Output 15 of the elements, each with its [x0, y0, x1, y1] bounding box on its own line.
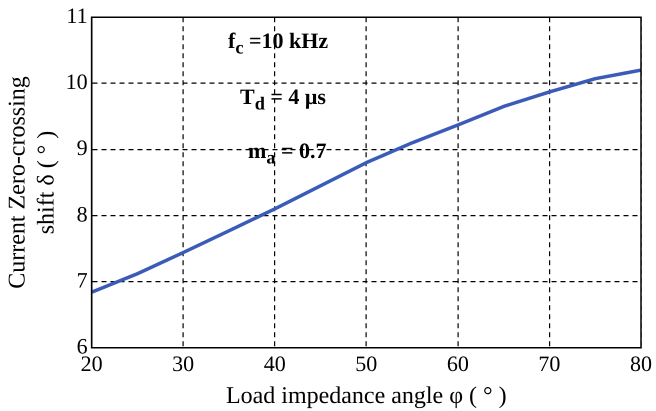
x-tick-label: 50: [355, 350, 378, 376]
x-tick-label: 80: [630, 350, 652, 376]
annotation: T$_{d}$ = 4 μs: [240, 84, 326, 114]
annotation: f$_{c}$ =10 kHz: [228, 28, 328, 58]
x-tick-label: 40: [264, 350, 286, 376]
y-tick-label: 7: [76, 267, 88, 292]
y-tick-label: 11: [66, 2, 88, 28]
x-axis-title: Load impedance angle φ ( ° ): [226, 382, 507, 409]
y-tick-label: 8: [76, 201, 88, 226]
x-tick-label: 60: [446, 350, 469, 376]
y-axis-title: Current Zero-crossing shift δ ( ° ): [4, 76, 60, 289]
x-tick-label: 70: [538, 350, 560, 376]
y-tick-label: 9: [76, 135, 88, 160]
y-tick-label: 10: [66, 69, 88, 94]
x-tick-label: 30: [172, 350, 194, 376]
